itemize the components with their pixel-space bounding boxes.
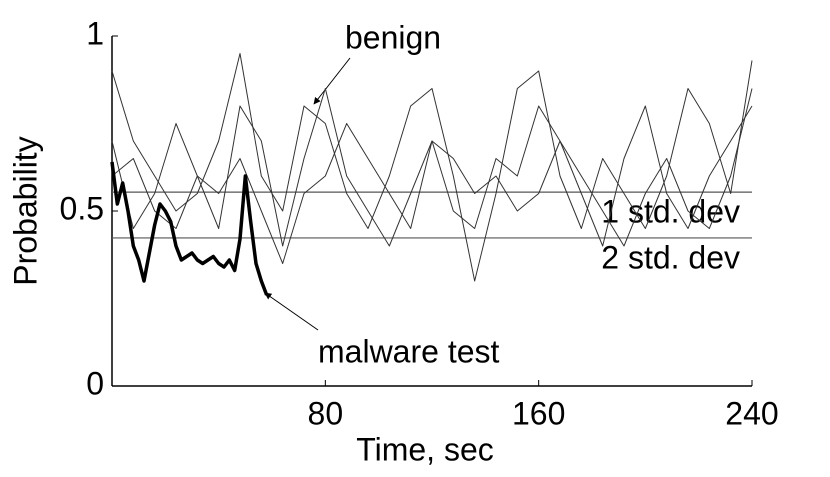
x-tick-label: 80: [308, 395, 344, 431]
y-axis-label: Probability: [7, 136, 43, 285]
x-tick-label: 240: [725, 395, 778, 431]
series-line: [111, 53, 753, 282]
std-label: 1 std. dev: [601, 194, 740, 230]
series-line: [111, 88, 753, 264]
annotation: benign: [345, 19, 441, 55]
annotation: malware test: [318, 333, 500, 369]
x-axis-label: Time, sec: [356, 431, 494, 467]
y-tick-label: 0.5: [60, 190, 104, 226]
x-tick-label: 160: [512, 395, 565, 431]
series-line: [110, 161, 269, 296]
annotation-arrow: [264, 292, 319, 331]
y-tick-label: 1: [86, 15, 104, 51]
annotation-arrow: [313, 57, 351, 105]
std-label: 2 std. dev: [601, 239, 740, 275]
y-tick-label: 0: [86, 365, 104, 401]
